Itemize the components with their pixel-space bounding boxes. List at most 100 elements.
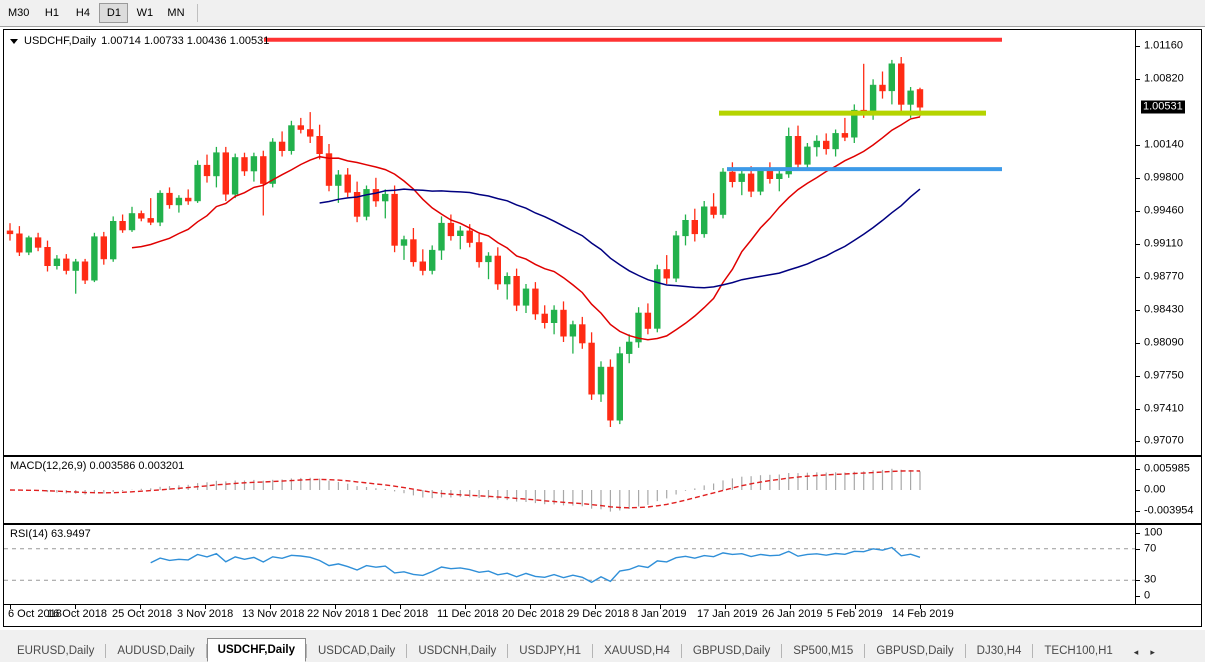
candle-body — [447, 222, 455, 237]
timeframe-button-mn[interactable]: MN — [167, 7, 185, 19]
tab-scroll-right-icon[interactable]: ▸ — [1150, 647, 1155, 657]
macd-axis[interactable]: 0.005985 0.00 -0.003954 — [1135, 457, 1201, 523]
candle-body — [719, 171, 727, 215]
chart-tab-sp500-m15[interactable]: SP500,M15 — [793, 645, 854, 657]
chart-window[interactable]: USDCHF,Daily 1.00714 1.00733 1.00436 1.0… — [3, 29, 1202, 627]
rsi-line — [150, 546, 921, 584]
macd-series — [9, 468, 921, 512]
date-tick-label: 13 Nov 2018 — [242, 608, 305, 620]
date-tick-mark — [725, 605, 726, 609]
macd-pane[interactable]: MACD(12,26,9) 0.003586 0.003201 0.005985… — [4, 457, 1201, 525]
price-tick-mark — [1136, 342, 1140, 344]
chart-tab-gbpusd-daily[interactable]: GBPUSD,Daily — [692, 645, 771, 657]
rsi-pane[interactable]: RSI(14) 63.9497 100 70 30 0 — [4, 525, 1201, 605]
timeframe-button-h4[interactable]: H4 — [75, 7, 90, 19]
price-plot-area[interactable] — [4, 30, 1135, 455]
rsi-tick-mark — [1136, 548, 1140, 550]
candle-body — [897, 63, 905, 105]
symbol-timeframe-label: USDCHF,Daily — [24, 35, 97, 47]
candle-body — [372, 189, 380, 202]
chart-tab-usdcnh-daily[interactable]: USDCNH,Daily — [418, 645, 497, 657]
macd-tick-label: -0.003954 — [1144, 504, 1194, 517]
candle-body — [550, 309, 558, 324]
tab-divider — [781, 644, 783, 658]
chart-tab-dj30-h4[interactable]: DJ30,H4 — [976, 645, 1022, 657]
chart-title-bar[interactable]: USDCHF,Daily 1.00714 1.00733 1.00436 1.0… — [10, 34, 269, 48]
tab-scroll-controls[interactable]: ◂ ▸ — [1134, 647, 1155, 658]
date-tick-label: 25 Oct 2018 — [112, 608, 172, 620]
candle-body — [288, 125, 295, 151]
price-tick-mark — [1136, 441, 1140, 443]
moving-average-slow-line — [319, 188, 921, 289]
candle-body — [494, 255, 501, 285]
price-tick-mark — [1136, 177, 1140, 179]
candle-body — [607, 366, 614, 421]
tab-divider — [964, 644, 966, 658]
timeframe-button-h1[interactable]: H1 — [44, 7, 59, 19]
date-axis[interactable]: 6 Oct 2018 16 Oct 2018 25 Oct 2018 3 Nov 20… — [4, 605, 1201, 626]
candle-body — [16, 233, 23, 253]
timeframe-button-m30[interactable]: M30 — [8, 7, 30, 19]
candle-body — [156, 192, 164, 223]
tab-scroll-left-icon[interactable]: ◂ — [1133, 647, 1139, 657]
tab-divider — [205, 644, 207, 658]
candle-body — [588, 342, 595, 395]
date-tick-mark — [270, 605, 271, 609]
date-tick-mark — [660, 605, 661, 609]
price-tick-label: 1.00820 — [1144, 72, 1184, 85]
date-tick-mark — [790, 605, 791, 609]
date-tick-mark — [400, 605, 401, 609]
rsi-plot-area[interactable] — [4, 525, 1135, 604]
candle-body — [663, 269, 670, 279]
chart-tab-eurusd-daily[interactable]: EURUSD,Daily — [17, 645, 95, 657]
chart-tab-bar[interactable]: EURUSD,Daily AUDUSD,Daily USDCHF,Daily USDC… — [0, 629, 1205, 662]
chart-tab-usdchf-daily[interactable]: USDCHF,Daily — [206, 638, 306, 662]
candle-body — [110, 221, 117, 260]
candle-body — [869, 84, 877, 113]
rsi-label: RSI(14) 63.9497 — [10, 528, 91, 540]
candle-body — [541, 313, 548, 323]
tab-divider — [105, 644, 107, 658]
candle-body — [381, 193, 389, 202]
candle-body — [203, 164, 211, 177]
price-tick-label: 1.00140 — [1144, 138, 1184, 151]
candle-body — [185, 197, 192, 202]
rsi-axis[interactable]: 100 70 30 0 — [1135, 525, 1201, 604]
timeframe-button-w1[interactable]: W1 — [136, 7, 154, 19]
candle-body — [297, 125, 304, 130]
date-tick-label: 16 Oct 2018 — [47, 608, 107, 620]
candle-body — [231, 157, 239, 195]
price-tick-label: 0.98430 — [1144, 303, 1184, 316]
tab-divider — [406, 644, 408, 658]
chart-tab-tech100-h1[interactable]: TECH100,H1 — [1044, 645, 1113, 657]
current-price-marker: 1.00531 — [1141, 100, 1185, 114]
chart-tab-usdjpy-h1[interactable]: USDJPY,H1 — [519, 645, 582, 657]
candle-body — [91, 236, 98, 281]
macd-tick-mark — [1136, 490, 1140, 491]
date-tick-label: 29 Dec 2018 — [567, 608, 630, 620]
ohlc-values: 1.00714 1.00733 1.00436 1.00531 — [101, 35, 270, 47]
candle-body — [72, 261, 79, 271]
chart-tab-xauusd-h4[interactable]: XAUUSD,H4 — [604, 645, 670, 657]
price-tick-label: 0.99460 — [1144, 204, 1184, 217]
candle-body — [532, 288, 539, 315]
chart-tab-gbpusd-daily[interactable]: GBPUSD,Daily — [876, 645, 954, 657]
date-tick-label: 14 Feb 2019 — [892, 608, 954, 620]
candle-body — [213, 152, 220, 177]
macd-plot-area[interactable] — [4, 457, 1135, 523]
candle-body — [813, 140, 821, 148]
timeframe-button-d1[interactable]: D1 — [99, 3, 129, 23]
candle-body — [325, 153, 333, 186]
price-axis[interactable]: 1.01160 1.00820 1.00140 0.99800 0.99460 0.991… — [1135, 30, 1201, 455]
candle-body — [466, 230, 473, 243]
price-pane[interactable]: USDCHF,Daily 1.00714 1.00733 1.00436 1.0… — [4, 30, 1201, 457]
price-tick-mark — [1136, 310, 1140, 312]
chart-tab-audusd-daily[interactable]: AUDUSD,Daily — [117, 645, 195, 657]
chevron-down-icon[interactable] — [10, 38, 18, 44]
date-tick-mark — [530, 605, 531, 609]
candle-body — [579, 324, 586, 344]
price-tick-mark — [1136, 408, 1140, 410]
date-tick-label: 22 Nov 2018 — [307, 608, 370, 620]
date-tick-mark — [75, 605, 76, 609]
chart-tab-usdcad-daily[interactable]: USDCAD,Daily — [317, 645, 396, 657]
